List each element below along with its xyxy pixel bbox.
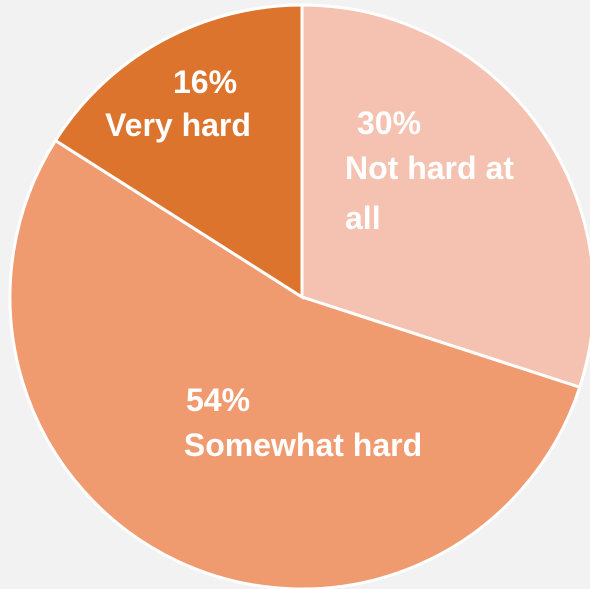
- pie-slice: [53, 3, 304, 300]
- pie-slice: [8, 138, 582, 589]
- value-label: 30%: [357, 105, 422, 141]
- pie-slice: [300, 3, 590, 390]
- slice-label: Very hard: [105, 107, 251, 143]
- slice-label: Somewhat hard: [183, 427, 423, 463]
- slice-label: Not hard at all: [345, 150, 514, 236]
- value-label: 54%: [186, 382, 251, 418]
- value-label: 16%: [172, 64, 238, 100]
